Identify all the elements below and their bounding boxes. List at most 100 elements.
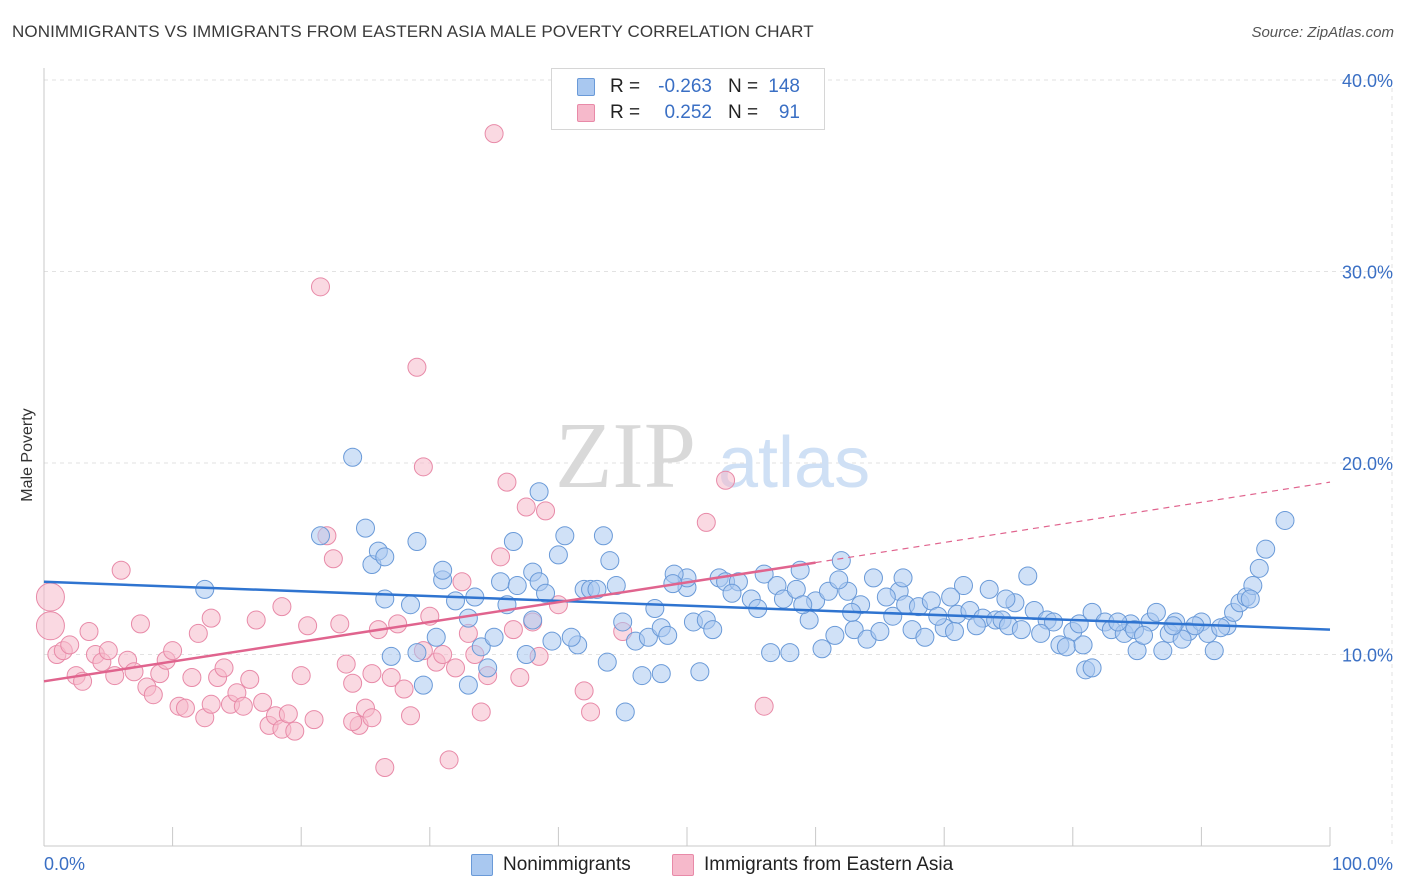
data-point: [979, 579, 999, 599]
data-point: [632, 666, 652, 686]
trend-line-immigrants-extended: [815, 481, 1331, 564]
data-point: [1011, 620, 1031, 640]
data-point: [703, 620, 723, 640]
r-value: -0.263: [658, 76, 712, 97]
data-point: [394, 679, 414, 699]
data-point: [143, 685, 163, 705]
data-point: [214, 658, 234, 678]
data-point: [613, 612, 633, 632]
y-tick-labels: 10.0% 20.0% 30.0% 40.0%: [1342, 71, 1393, 666]
data-point: [883, 606, 903, 626]
legend-swatch-pink: [672, 854, 694, 876]
data-point: [188, 623, 208, 643]
data-point: [615, 702, 635, 722]
data-point: [343, 447, 363, 467]
data-point: [336, 654, 356, 674]
data-point: [35, 611, 65, 641]
data-point: [401, 595, 421, 615]
data-point: [491, 572, 511, 592]
y-tick-label: 20.0%: [1342, 454, 1393, 474]
data-point: [272, 597, 292, 617]
data-point: [201, 694, 221, 714]
trend-lines: [43, 481, 1331, 683]
data-point: [1256, 539, 1276, 559]
data-point: [507, 576, 527, 596]
data-point: [529, 482, 549, 502]
data-point: [388, 614, 408, 634]
data-point: [253, 692, 273, 712]
data-point: [323, 549, 343, 569]
data-point: [433, 645, 453, 664]
data-point: [458, 675, 478, 695]
data-point: [831, 551, 851, 571]
data-point: [310, 277, 330, 297]
data-point: [246, 610, 266, 630]
legend-swatch-blue: [471, 854, 493, 876]
legend-label: Immigrants from Eastern Asia: [704, 854, 954, 875]
data-point: [523, 610, 543, 630]
data-point: [1240, 589, 1260, 609]
data-point: [413, 675, 433, 695]
data-point: [310, 526, 330, 546]
n-label: N =: [728, 76, 759, 97]
watermark-zip: ZIP: [555, 404, 696, 508]
data-point: [754, 696, 774, 716]
axes: [43, 68, 1331, 847]
data-point: [944, 622, 964, 642]
data-point: [516, 645, 536, 664]
watermark-atlas: atlas: [718, 423, 870, 503]
data-point: [587, 579, 607, 599]
data-point: [503, 620, 523, 640]
data-point: [876, 587, 896, 607]
data-point: [1134, 625, 1154, 645]
data-point: [111, 560, 131, 580]
data-point: [407, 357, 427, 377]
trend-line-immigrants: [43, 561, 816, 683]
n-label: N =: [728, 102, 759, 123]
data-point: [812, 639, 832, 659]
data-point: [1153, 641, 1173, 661]
data-point: [536, 501, 556, 521]
correlation-row-immigrants: R = 0.252 N = 91: [552, 100, 824, 126]
data-point: [407, 643, 427, 663]
data-point: [953, 576, 973, 596]
data-point: [362, 708, 382, 728]
data-point: [1211, 618, 1231, 638]
data-point: [304, 710, 324, 730]
x-tick-label: 100.0%: [1332, 854, 1393, 874]
data-point: [1275, 510, 1295, 530]
correlation-box: R = -0.263 N = 148 R = 0.252 N = 91: [551, 68, 825, 130]
data-point: [1172, 629, 1192, 649]
data-point: [690, 662, 710, 682]
data-point: [362, 664, 382, 684]
data-point: [600, 551, 620, 571]
blue-swatch: [577, 78, 595, 96]
data-point: [510, 667, 530, 687]
data-point: [446, 658, 466, 678]
data-point: [182, 667, 202, 687]
data-point: [1163, 616, 1183, 636]
data-point: [1249, 558, 1269, 578]
data-point: [401, 706, 421, 726]
data-point: [201, 608, 221, 628]
data-point: [484, 627, 504, 647]
data-point: [163, 641, 183, 661]
data-point: [581, 702, 601, 722]
data-point: [548, 545, 568, 565]
data-point: [606, 576, 626, 596]
data-point: [555, 526, 575, 546]
data-point: [471, 637, 491, 657]
data-point: [484, 124, 504, 144]
source-label: Source: ZipAtlas.com: [1251, 24, 1394, 41]
data-point: [638, 627, 658, 647]
data-point: [233, 696, 253, 716]
data-point: [773, 589, 793, 609]
data-point: [426, 627, 446, 647]
data-point: [491, 547, 511, 567]
data-point: [503, 532, 523, 552]
data-point: [863, 568, 883, 588]
legend: Nonimmigrants Immigrants from Eastern As…: [0, 852, 1406, 878]
data-point: [330, 614, 350, 634]
data-point: [561, 627, 581, 647]
data-point: [780, 643, 800, 663]
